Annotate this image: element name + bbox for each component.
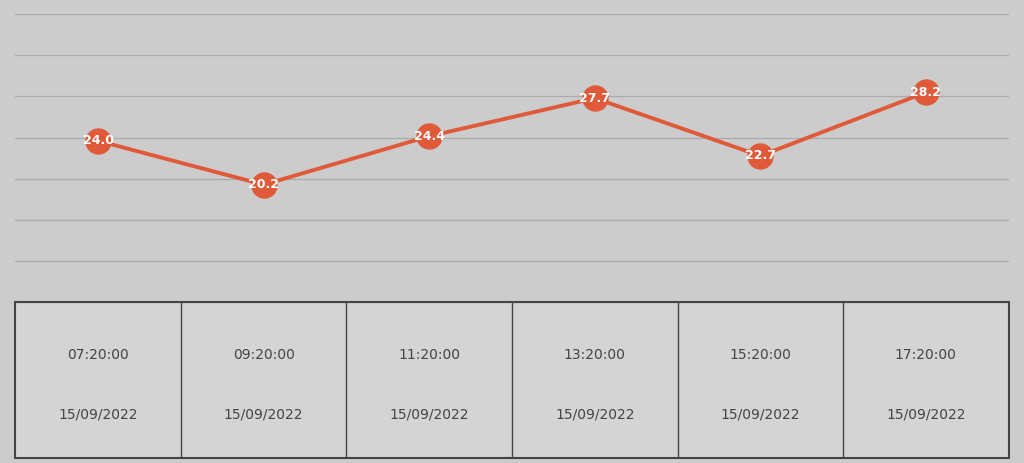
Text: 24.4: 24.4	[414, 130, 444, 143]
Text: 24.0: 24.0	[83, 134, 114, 147]
Text: 15/09/2022: 15/09/2022	[58, 408, 138, 422]
Text: 22.7: 22.7	[744, 150, 776, 163]
Text: 15/09/2022: 15/09/2022	[555, 408, 635, 422]
Text: 17:20:00: 17:20:00	[895, 349, 956, 363]
Text: 15/09/2022: 15/09/2022	[721, 408, 800, 422]
Text: 07:20:00: 07:20:00	[68, 349, 129, 363]
Text: 15/09/2022: 15/09/2022	[389, 408, 469, 422]
Text: 15/09/2022: 15/09/2022	[224, 408, 303, 422]
Text: 20.2: 20.2	[248, 178, 280, 191]
Text: 27.7: 27.7	[580, 92, 610, 105]
Text: 11:20:00: 11:20:00	[398, 349, 460, 363]
Text: 09:20:00: 09:20:00	[232, 349, 295, 363]
Text: 15/09/2022: 15/09/2022	[886, 408, 966, 422]
Text: 13:20:00: 13:20:00	[564, 349, 626, 363]
Text: 15:20:00: 15:20:00	[729, 349, 792, 363]
Text: 28.2: 28.2	[910, 86, 941, 99]
